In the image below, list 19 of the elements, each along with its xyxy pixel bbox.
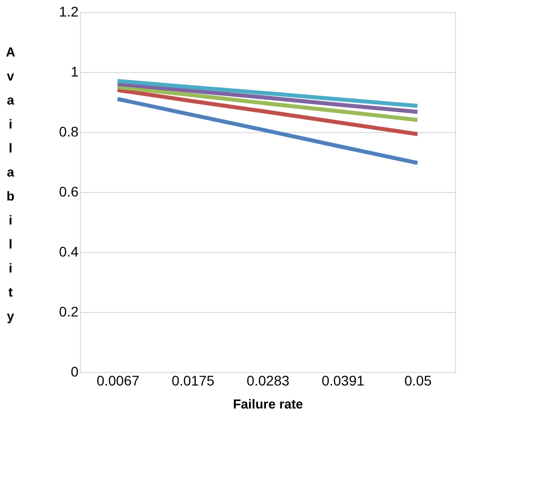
line-series [116, 88, 420, 136]
y-tick-label: 0.8 [59, 124, 79, 140]
line-series [116, 82, 420, 114]
y-tick-label: 0 [70, 364, 79, 380]
x-axis-title: Failure rate [232, 396, 304, 412]
x-tick-label: 0.0067 [96, 372, 140, 388]
line-series [116, 79, 420, 108]
x-tick-label: 0.0391 [322, 372, 365, 388]
x-tick-label: 0.05 [404, 372, 432, 388]
line-series [116, 85, 420, 122]
y-tick-label: 1.2 [59, 4, 79, 20]
y-tick-label: 0.2 [59, 304, 79, 320]
line-series [116, 97, 420, 165]
y-tick-label: 1 [70, 64, 79, 80]
x-tick-label: 0.0175 [172, 372, 215, 388]
x-tick-label: 0.0283 [246, 372, 290, 388]
y-tick-label: 0.4 [59, 244, 79, 260]
y-tick-label: 0.6 [59, 184, 79, 200]
text: Availability [6, 44, 16, 324]
